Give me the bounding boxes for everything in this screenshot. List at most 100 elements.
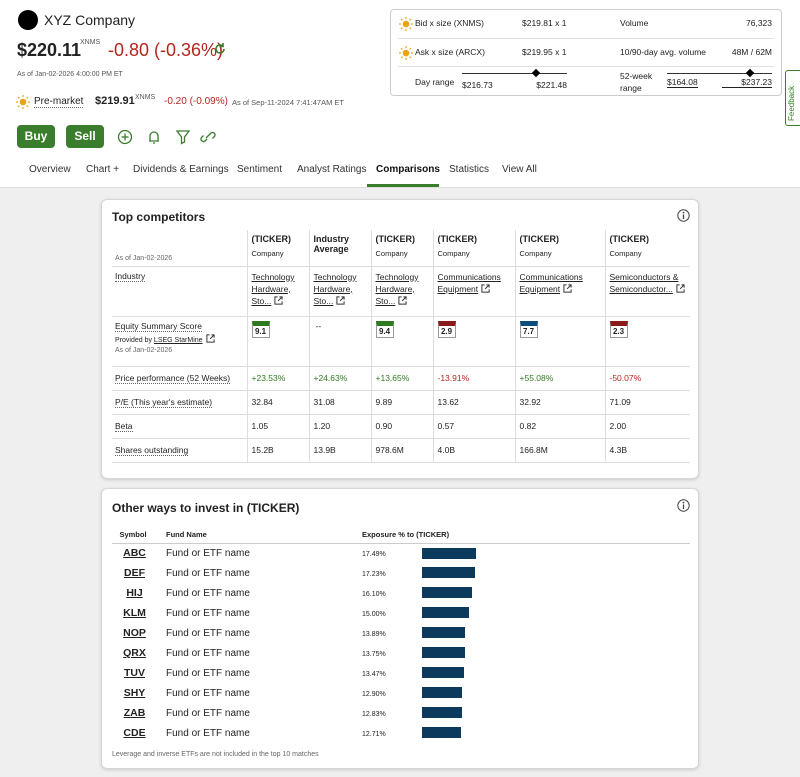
fund-row: HIJFund or ETF name16.10%: [112, 583, 690, 603]
value: 2.00: [610, 421, 627, 431]
volume-label: Volume: [620, 18, 648, 28]
value-cell: 2.3: [605, 316, 690, 366]
provider-link[interactable]: LSEG StarMine: [154, 337, 203, 344]
card-title: Top competitors: [112, 210, 205, 224]
symbol-link[interactable]: QRX: [123, 647, 146, 659]
tab[interactable]: Comparisons: [376, 164, 440, 175]
exposure-bar: [422, 647, 465, 658]
symbol-cell: CDE: [112, 723, 154, 743]
symbol-link[interactable]: CDE: [123, 727, 145, 739]
symbol-link[interactable]: ABC: [123, 547, 146, 559]
feedback-label: Feedback: [787, 86, 796, 121]
symbol-link[interactable]: ZAB: [124, 707, 146, 719]
exposure-label: 12.83%: [362, 711, 422, 718]
value-cell: --: [309, 316, 371, 366]
value-cell: -13.91%: [433, 366, 515, 390]
value-cell: 71.09: [605, 390, 690, 414]
feedback-tab[interactable]: Feedback: [785, 70, 800, 126]
premarket-change: -0.20 (-0.09%): [164, 96, 228, 107]
tab[interactable]: Sentiment: [237, 164, 282, 175]
value-cell: Technology Hardware, Sto...: [309, 266, 371, 316]
row: IndustryTechnology Hardware, Sto...Techn…: [112, 266, 690, 316]
info-icon[interactable]: [677, 209, 690, 222]
column-subtitle: Company: [252, 249, 305, 258]
row-label-cell: Equity Summary Score Provided by LSEG Sta…: [112, 316, 247, 366]
value-cell: 7.7: [515, 316, 605, 366]
symbol-cell: SHY: [112, 683, 154, 703]
symbol-link[interactable]: TUV: [124, 667, 145, 679]
exposure-label: 17.23%: [362, 571, 422, 578]
value-cell: 0.82: [515, 414, 605, 438]
tab[interactable]: Dividends & Earnings: [133, 164, 229, 175]
value-cell: 0.57: [433, 414, 515, 438]
score-as-of: As of Jan-02-2026: [115, 347, 243, 354]
symbol-link[interactable]: SHY: [124, 687, 146, 699]
industry-link[interactable]: Communications Equipment: [520, 272, 583, 294]
row-label-cell: Shares outstanding: [112, 438, 247, 462]
industry-link[interactable]: Communications Equipment: [438, 272, 501, 294]
week52-high: $237.23: [722, 77, 772, 88]
sell-button[interactable]: Sell: [66, 125, 104, 148]
score-box: 9.1: [252, 321, 270, 338]
action-icons: [117, 129, 221, 145]
value-cell: 9.1: [247, 316, 309, 366]
exposure-label: 12.71%: [362, 731, 422, 738]
value: 4.0B: [438, 445, 456, 455]
buy-button[interactable]: Buy: [17, 125, 55, 148]
tab[interactable]: View All: [502, 164, 537, 175]
info-icon[interactable]: [677, 499, 690, 512]
tab[interactable]: Statistics: [449, 164, 489, 175]
symbol-cell: KLM: [112, 603, 154, 623]
value-cell: 0.90: [371, 414, 433, 438]
fund-name: Fund or ETF name: [154, 723, 359, 743]
value: +13.65%: [376, 373, 410, 383]
column-subtitle: Company: [438, 249, 511, 258]
value-cell: 2.9: [433, 316, 515, 366]
score-box: 9.4: [376, 321, 394, 338]
value-cell: -50.07%: [605, 366, 690, 390]
value-cell: 31.08: [309, 390, 371, 414]
exposure-bar: [422, 567, 475, 578]
column-title: (TICKER): [376, 234, 429, 244]
symbol-link[interactable]: NOP: [123, 627, 146, 639]
symbol-link[interactable]: DEF: [124, 567, 145, 579]
industry-link[interactable]: Technology Hardware, Sto...: [314, 272, 357, 306]
row-label: P/E (This year's estimate): [115, 397, 212, 408]
row: Beta1.051.200.900.570.822.00: [112, 414, 690, 438]
tab[interactable]: Analyst Ratings: [297, 164, 366, 175]
ask-value: $219.95 x 1: [522, 47, 566, 57]
exposure-bar: [422, 707, 462, 718]
provider-line: Provided by LSEG StarMine: [115, 334, 243, 344]
industry-link[interactable]: Technology Hardware, Sto...: [376, 272, 419, 306]
symbol-link[interactable]: KLM: [123, 607, 146, 619]
fund-row: ABCFund or ETF name17.49%: [112, 543, 690, 563]
exposure-cell: 16.10%: [359, 583, 690, 603]
column-title: (TICKER): [520, 234, 601, 244]
quote-divider: [398, 66, 774, 67]
fund-name: Fund or ETF name: [154, 603, 359, 623]
column-subtitle: Company: [376, 249, 429, 258]
symbol-cell: TUV: [112, 663, 154, 683]
row-label: Equity Summary Score: [115, 321, 202, 332]
symbol-link[interactable]: HIJ: [126, 587, 142, 599]
refresh-icon[interactable]: [213, 42, 227, 56]
exposure-bar: [422, 727, 461, 738]
value-cell: Technology Hardware, Sto...: [247, 266, 309, 316]
fund-name: Fund or ETF name: [154, 683, 359, 703]
tab[interactable]: Chart +: [86, 164, 119, 175]
industry-link[interactable]: Technology Hardware, Sto...: [252, 272, 295, 306]
exposure-label: 13.75%: [362, 651, 422, 658]
row-label-cell: Industry: [112, 266, 247, 316]
funds-card: Other ways to invest in (TICKER) SymbolF…: [101, 488, 699, 769]
card-title: Other ways to invest in (TICKER): [112, 501, 299, 515]
industry-link[interactable]: Semiconductors & Semiconductor...: [610, 272, 679, 294]
premarket-exchange: XNMS: [135, 94, 155, 101]
week52-track: [667, 73, 772, 74]
exposure-bar: [422, 548, 476, 559]
exposure-bar: [422, 687, 462, 698]
fund-row: DEFFund or ETF name17.23%: [112, 563, 690, 583]
row: P/E (This year's estimate)32.8431.089.89…: [112, 390, 690, 414]
value: 978.6M: [376, 445, 404, 455]
tab[interactable]: Overview: [29, 164, 71, 175]
ask-label: Ask x size (ARCX): [415, 47, 485, 57]
